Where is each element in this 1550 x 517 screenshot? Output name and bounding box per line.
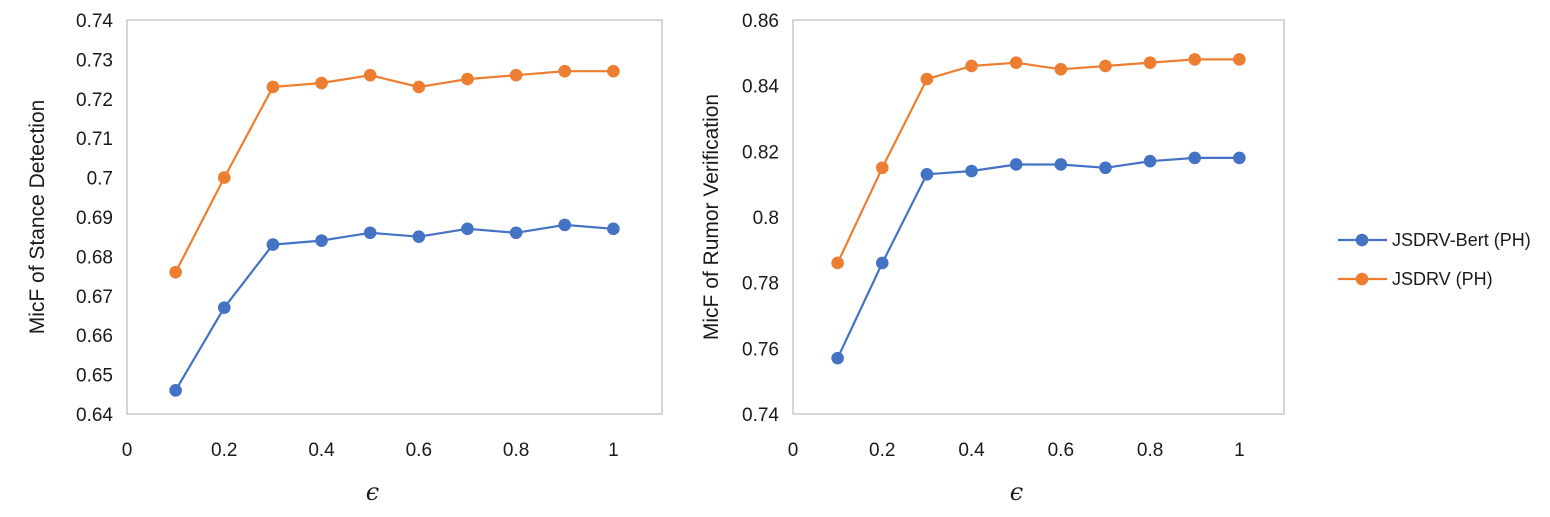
legend-marker xyxy=(1355,233,1369,247)
x-axis-label: ϵ xyxy=(366,478,379,506)
data-point-jsdrv-bert xyxy=(1143,154,1157,168)
legend-marker xyxy=(1355,272,1369,286)
data-point-jsdrv-bert xyxy=(363,226,377,240)
y-axis-label: MicF of Rumor Verification xyxy=(700,94,723,340)
x-tick-label: 0 xyxy=(788,440,799,461)
x-tick-label: 0.8 xyxy=(503,440,529,461)
data-point-jsdrv-bert xyxy=(217,301,231,314)
data-point-jsdrv xyxy=(412,80,426,94)
x-tick-label: 1 xyxy=(1234,440,1245,461)
x-tick-label: 0 xyxy=(122,440,133,461)
y-tick-label: 0.66 xyxy=(76,326,113,347)
data-point-jsdrv-bert xyxy=(1054,158,1068,171)
data-point-jsdrv-bert xyxy=(412,230,426,243)
x-axis-label: ϵ xyxy=(1010,478,1023,506)
series-line-jsdrv xyxy=(836,58,1240,264)
data-point-jsdrv-bert xyxy=(461,222,474,236)
data-point-jsdrv xyxy=(461,72,474,86)
data-point-jsdrv xyxy=(1143,56,1157,69)
stance-detection-chart: 0.64 0.65 0.66 0.67 0.68 0.69 0.7 0.71 0.72 0.73 0… xyxy=(26,11,663,506)
y-tick-label: 0.69 xyxy=(76,208,113,229)
y-tick-label: 0.65 xyxy=(76,366,113,387)
data-point-jsdrv-bert xyxy=(509,226,523,240)
data-point-jsdrv-bert xyxy=(831,351,844,365)
x-tick-label: 0.6 xyxy=(406,440,432,461)
x-tick-label: 0.4 xyxy=(308,440,335,461)
x-tick-label: 0.8 xyxy=(1137,440,1163,461)
data-point-jsdrv xyxy=(217,171,231,184)
data-point-jsdrv xyxy=(1233,53,1246,66)
data-point-jsdrv xyxy=(509,68,523,82)
data-point-jsdrv-bert xyxy=(266,238,280,251)
data-point-jsdrv-bert xyxy=(1233,151,1246,165)
data-point-jsdrv xyxy=(607,64,620,78)
y-tick-label: 0.64 xyxy=(76,405,113,426)
series-line-jsdrv-bert xyxy=(174,223,614,391)
data-point-jsdrv-bert xyxy=(607,222,620,236)
data-point-jsdrv xyxy=(920,72,934,86)
data-point-jsdrv xyxy=(1099,59,1112,73)
legend-label: JSDRV (PH) xyxy=(1392,269,1493,289)
y-tick-label: 0.74 xyxy=(742,405,779,426)
x-tick-label: 0.6 xyxy=(1048,440,1074,461)
series-line-jsdrv-bert xyxy=(836,156,1240,359)
legend: JSDRV-Bert (PH) JSDRV (PH) xyxy=(1338,230,1531,289)
data-point-jsdrv xyxy=(965,59,978,73)
data-point-jsdrv-bert xyxy=(920,168,934,181)
legend-label: JSDRV-Bert (PH) xyxy=(1392,230,1531,250)
data-point-jsdrv-bert xyxy=(315,234,328,247)
y-tick-label: 0.76 xyxy=(742,339,779,360)
data-point-jsdrv-bert xyxy=(875,256,889,270)
data-point-jsdrv-bert xyxy=(558,218,572,232)
y-tick-label: 0.68 xyxy=(76,247,113,268)
x-tick-label: 1 xyxy=(608,440,619,461)
data-point-jsdrv xyxy=(315,76,328,90)
y-tick-label: 0.84 xyxy=(742,77,779,98)
data-point-jsdrv xyxy=(266,80,280,94)
plot-area-frame xyxy=(792,19,1285,415)
series-line-jsdrv xyxy=(174,70,614,273)
data-point-jsdrv xyxy=(875,161,889,175)
y-tick-label: 0.71 xyxy=(76,129,113,150)
data-point-jsdrv xyxy=(831,256,844,270)
data-point-jsdrv xyxy=(1188,53,1202,66)
y-tick-label: 0.72 xyxy=(76,90,113,111)
x-tick-label: 0.2 xyxy=(869,440,895,461)
y-tick-label: 0.74 xyxy=(76,11,113,32)
data-point-jsdrv-bert xyxy=(1009,158,1023,171)
y-tick-label: 0.8 xyxy=(753,208,779,229)
data-point-jsdrv-bert xyxy=(169,384,182,397)
y-tick-label: 0.78 xyxy=(742,274,779,295)
data-point-jsdrv xyxy=(1009,56,1023,69)
y-axis-label: MicF of Stance Detection xyxy=(26,100,49,335)
y-tick-label: 0.73 xyxy=(76,50,113,71)
y-tick-label: 0.7 xyxy=(87,169,113,190)
y-tick-label: 0.67 xyxy=(76,287,113,308)
y-tick-label: 0.82 xyxy=(742,142,779,163)
data-point-jsdrv-bert xyxy=(1099,161,1112,175)
rumor-verification-chart: 0.74 0.76 0.78 0.8 0.82 0.84 0.86 0 0.2 0.4 0.6 0.8… xyxy=(700,11,1285,506)
data-point-jsdrv-bert xyxy=(965,164,978,178)
data-point-jsdrv xyxy=(558,64,572,78)
data-point-jsdrv xyxy=(363,68,377,82)
x-tick-label: 0.4 xyxy=(958,440,985,461)
data-point-jsdrv xyxy=(1054,62,1068,76)
data-point-jsdrv-bert xyxy=(1188,151,1202,165)
y-tick-label: 0.86 xyxy=(742,11,779,32)
data-point-jsdrv xyxy=(169,265,182,279)
plot-area-frame xyxy=(126,19,663,415)
x-tick-label: 0.2 xyxy=(211,440,237,461)
